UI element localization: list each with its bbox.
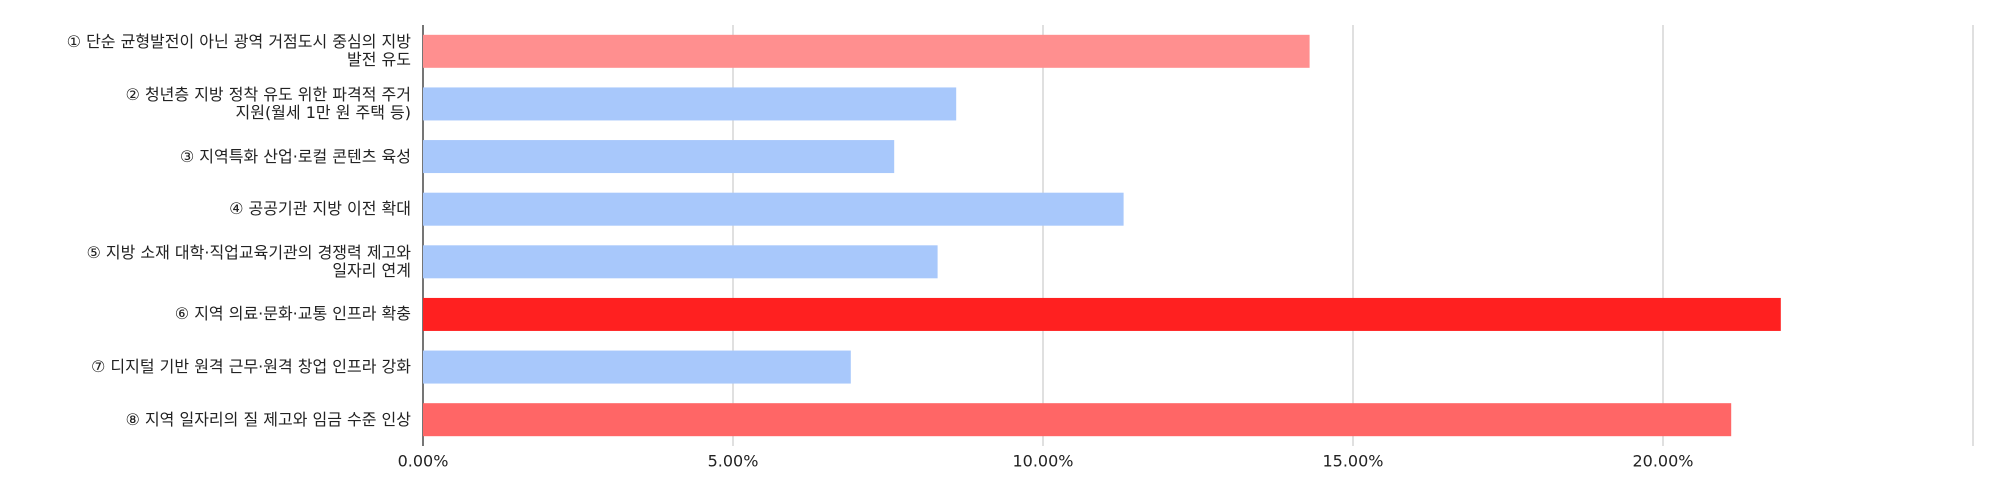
x-tick-label: 20.00% — [1632, 452, 1693, 471]
y-tick-label: ⑤ 지방 소재 대학·직업교육기관의 경쟁력 제고와 일자리 연계 — [86, 242, 411, 280]
bar — [423, 140, 895, 174]
bar — [423, 87, 957, 121]
bar — [423, 350, 851, 384]
x-tick-label: 5.00% — [708, 452, 759, 471]
y-tick-label: ⑧ 지역 일자리의 질 제고와 임금 수준 인상 — [125, 409, 411, 429]
bar — [423, 245, 938, 279]
y-tick-label: ④ 공공기관 지방 이전 확대 — [229, 199, 411, 219]
y-tick-label: ② 청년층 지방 정착 유도 위한 파격적 주거 지원(월세 1만 원 주택 등… — [125, 84, 411, 122]
y-tick-label: ⑦ 디지털 기반 원격 근무·원격 창업 인프라 강화 — [91, 357, 411, 377]
y-tick-label: ⑥ 지역 의료·문화·교통 인프라 확충 — [174, 304, 411, 324]
bar — [423, 297, 1781, 331]
bar — [423, 403, 1732, 437]
bar — [423, 192, 1124, 226]
x-tick-label: 15.00% — [1322, 452, 1383, 471]
bar — [423, 34, 1310, 68]
x-tick-label: 0.00% — [398, 452, 449, 471]
y-tick-label: ③ 지역특화 산업·로컬 콘텐츠 육성 — [179, 146, 411, 166]
y-tick-label: ① 단순 균형발전이 아닌 광역 거점도시 중심의 지방 발전 유도 — [66, 32, 411, 70]
x-tick-label: 10.00% — [1012, 452, 1073, 471]
